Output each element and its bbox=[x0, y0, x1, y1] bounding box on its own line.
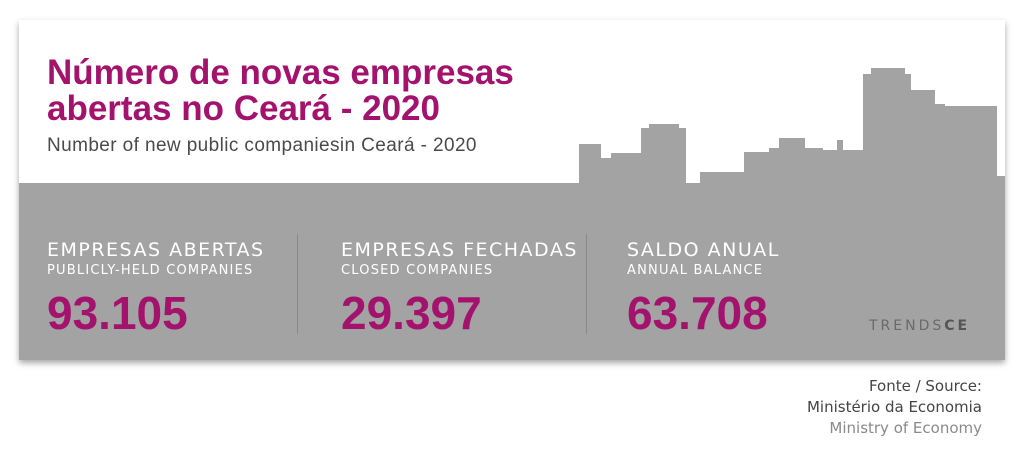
stat-label: SALDO ANUAL bbox=[627, 239, 780, 261]
divider bbox=[297, 234, 298, 334]
subtitle: Number of new public companiesin Ceará -… bbox=[47, 135, 477, 156]
stat-closed-companies: EMPRESAS FECHADAS CLOSED COMPANIES 29.39… bbox=[341, 239, 578, 338]
stat-label: EMPRESAS FECHADAS bbox=[341, 239, 578, 261]
stat-value: 29.397 bbox=[341, 287, 482, 339]
source-credit: Fonte / Source: Ministério da Economia M… bbox=[807, 376, 982, 439]
logo-text-trends: TRENDS bbox=[869, 318, 945, 334]
stat-opened-companies: EMPRESAS ABERTAS PUBLICLY-HELD COMPANIES… bbox=[47, 239, 265, 338]
page-title: Número de novas empresas abertas no Cear… bbox=[47, 55, 514, 127]
title-line-2: abertas no Ceará - 2020 bbox=[47, 89, 440, 128]
logo-text-ce: CE bbox=[944, 318, 971, 334]
title-line-1: Número de novas empresas bbox=[47, 53, 514, 92]
stats-band bbox=[19, 183, 1005, 360]
source-heading: Fonte / Source: bbox=[868, 377, 982, 395]
stat-value: 93.105 bbox=[47, 287, 188, 339]
divider bbox=[586, 234, 587, 334]
stat-sublabel: ANNUAL BALANCE bbox=[627, 263, 764, 278]
stat-annual-balance: SALDO ANUAL ANNUAL BALANCE 63.708 bbox=[627, 239, 780, 338]
trendsce-logo: TRENDSCE bbox=[869, 318, 970, 334]
source-name-pt: Ministério da Economia bbox=[806, 398, 982, 416]
stat-sublabel: CLOSED COMPANIES bbox=[341, 263, 494, 278]
infographic-card: Número de novas empresas abertas no Cear… bbox=[19, 20, 1005, 360]
stat-label: EMPRESAS ABERTAS bbox=[47, 239, 265, 261]
stat-value: 63.708 bbox=[627, 287, 768, 339]
source-name-en: Ministry of Economy bbox=[829, 419, 982, 437]
city-skyline-illustration bbox=[579, 68, 1005, 192]
stat-sublabel: PUBLICLY-HELD COMPANIES bbox=[47, 263, 254, 278]
